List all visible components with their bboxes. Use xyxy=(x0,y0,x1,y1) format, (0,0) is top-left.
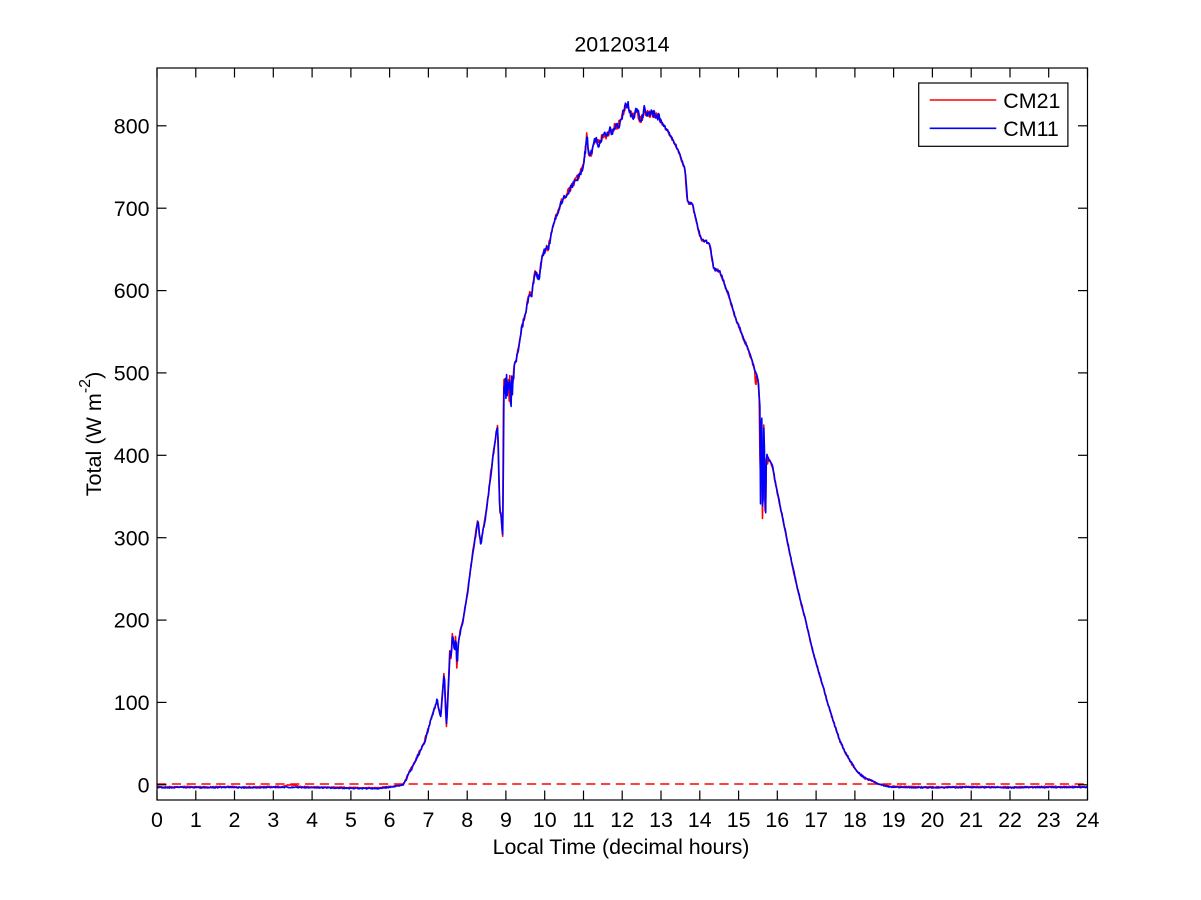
svg-text:9: 9 xyxy=(500,808,512,832)
svg-text:10: 10 xyxy=(533,808,557,832)
svg-text:CM11: CM11 xyxy=(1003,117,1058,141)
svg-text:13: 13 xyxy=(649,808,673,832)
svg-text:800: 800 xyxy=(114,114,150,138)
svg-text:4: 4 xyxy=(306,808,318,832)
svg-text:14: 14 xyxy=(688,808,712,832)
svg-text:22: 22 xyxy=(998,808,1022,832)
svg-text:300: 300 xyxy=(114,526,150,550)
svg-text:3: 3 xyxy=(267,808,279,832)
svg-text:16: 16 xyxy=(765,808,789,832)
svg-text:700: 700 xyxy=(114,197,150,221)
svg-text:20120314: 20120314 xyxy=(574,33,669,57)
svg-text:21: 21 xyxy=(959,808,983,832)
svg-text:15: 15 xyxy=(727,808,751,832)
svg-text:500: 500 xyxy=(114,362,150,386)
svg-text:1: 1 xyxy=(190,808,202,832)
svg-text:8: 8 xyxy=(461,808,473,832)
svg-text:100: 100 xyxy=(114,691,150,715)
svg-text:7: 7 xyxy=(422,808,434,832)
svg-text:5: 5 xyxy=(345,808,357,832)
svg-text:2: 2 xyxy=(229,808,241,832)
svg-text:11: 11 xyxy=(572,808,594,832)
svg-text:200: 200 xyxy=(114,609,150,633)
svg-text:12: 12 xyxy=(610,808,634,832)
svg-text:17: 17 xyxy=(804,808,828,832)
svg-text:Local Time (decimal hours): Local Time (decimal hours) xyxy=(493,835,750,859)
svg-text:20: 20 xyxy=(921,808,945,832)
svg-text:400: 400 xyxy=(114,444,150,468)
svg-text:24: 24 xyxy=(1076,808,1100,832)
svg-text:18: 18 xyxy=(843,808,867,832)
svg-text:19: 19 xyxy=(882,808,906,832)
svg-text:CM21: CM21 xyxy=(1003,89,1060,113)
svg-text:23: 23 xyxy=(1037,808,1061,832)
svg-text:0: 0 xyxy=(151,808,163,832)
svg-text:6: 6 xyxy=(384,808,396,832)
svg-text:600: 600 xyxy=(114,279,150,303)
svg-text:0: 0 xyxy=(138,773,150,797)
